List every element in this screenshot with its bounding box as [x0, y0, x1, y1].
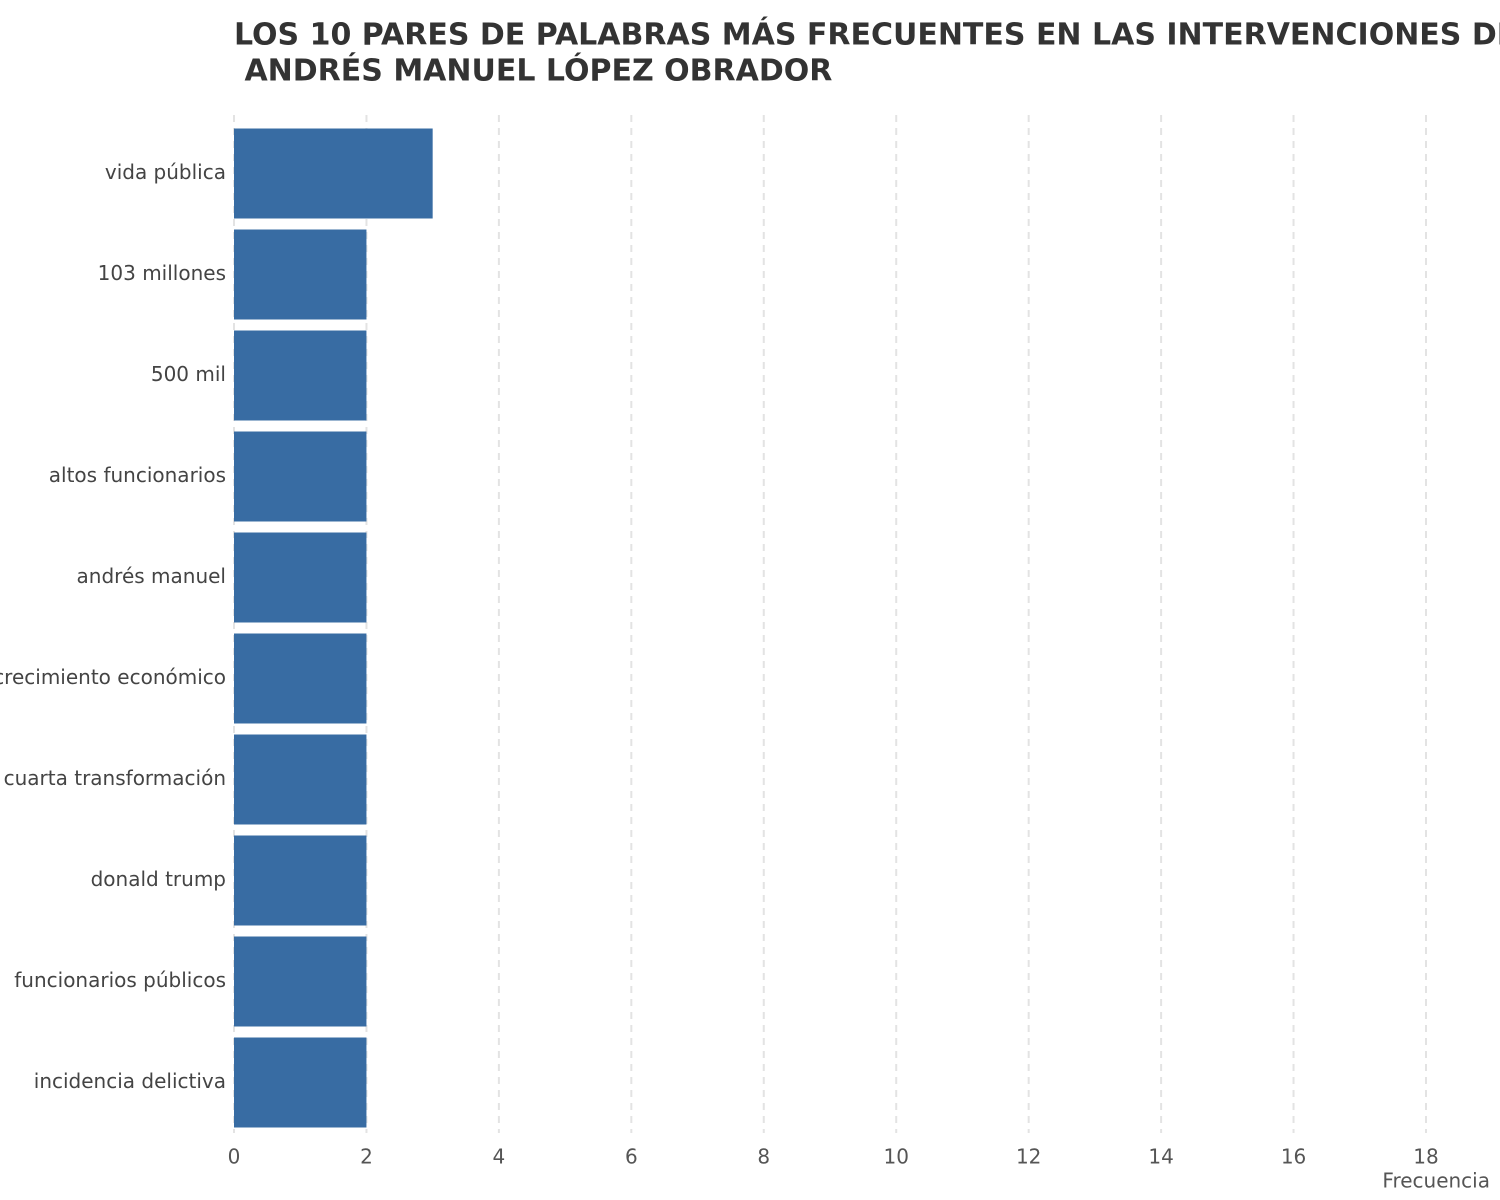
x-tick-label: 18 [1413, 1145, 1438, 1169]
y-tick-label: crecimiento económico [0, 665, 226, 689]
y-tick-label: incidencia delictiva [34, 1069, 226, 1093]
y-tick-label: andrés manuel [77, 564, 226, 588]
bar [234, 835, 367, 926]
x-tick-label: 0 [228, 1145, 241, 1169]
bar [234, 431, 367, 522]
bar [234, 734, 367, 825]
x-axis-label: Frecuencia [1382, 1169, 1490, 1193]
chart-title: ANDRÉS MANUEL LÓPEZ OBRADOR [234, 52, 832, 89]
bar [234, 128, 433, 219]
x-tick-label: 4 [493, 1145, 506, 1169]
x-tick-label: 10 [883, 1145, 908, 1169]
x-tick-label: 6 [625, 1145, 638, 1169]
bar [234, 229, 367, 320]
x-tick-label: 12 [1016, 1145, 1041, 1169]
chart-title: LOS 10 PARES DE PALABRAS MÁS FRECUENTES … [234, 17, 1500, 53]
y-tick-label: funcionarios públicos [14, 968, 226, 992]
bar [234, 633, 367, 724]
y-tick-label: cuarta transformación [4, 766, 226, 790]
y-tick-label: 103 millones [98, 261, 226, 285]
y-tick-label: 500 mil [151, 362, 226, 386]
y-tick-label: altos funcionarios [49, 463, 226, 487]
y-tick-label: donald trump [91, 867, 226, 891]
x-tick-label: 8 [757, 1145, 770, 1169]
bar [234, 330, 367, 421]
x-tick-label: 14 [1148, 1145, 1173, 1169]
x-tick-label: 16 [1281, 1145, 1306, 1169]
bar [234, 1037, 367, 1128]
x-tick-label: 2 [360, 1145, 373, 1169]
bar [234, 936, 367, 1027]
bar [234, 532, 367, 623]
y-tick-label: vida pública [105, 160, 226, 184]
